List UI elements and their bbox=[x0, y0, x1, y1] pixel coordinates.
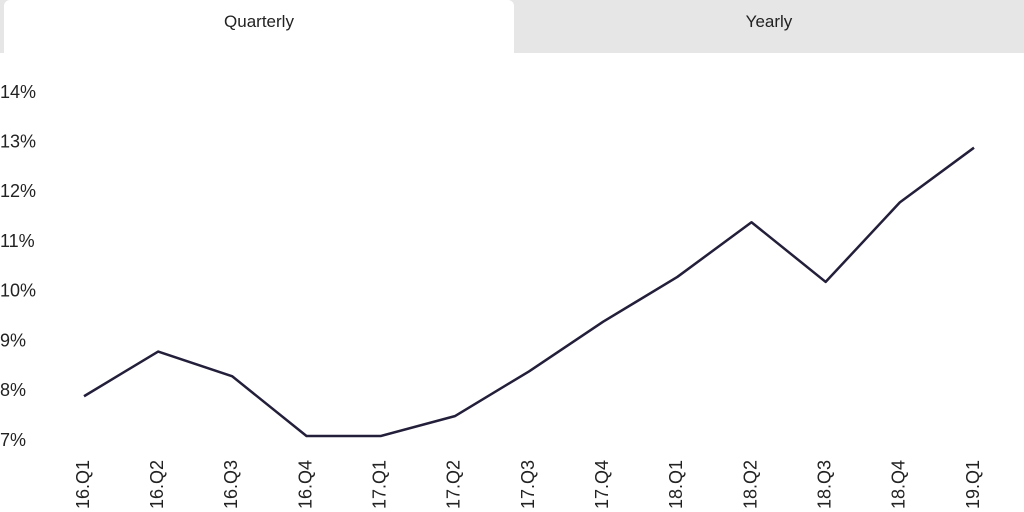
x-tick-label: 17.Q2 bbox=[444, 460, 464, 509]
x-tick-label: 18.Q1 bbox=[666, 460, 686, 509]
x-tick-label: 18.Q2 bbox=[740, 460, 760, 509]
x-tick-label: 17.Q3 bbox=[518, 460, 538, 509]
x-tick-label: 17.Q4 bbox=[592, 460, 612, 509]
y-tick-label: 8% bbox=[0, 380, 26, 400]
y-tick-label: 9% bbox=[0, 330, 26, 350]
x-tick-label: 16.Q3 bbox=[221, 460, 241, 509]
tab[interactable]: Quarterly bbox=[4, 0, 514, 53]
x-tick-label: 16.Q2 bbox=[147, 460, 167, 509]
x-tick-label: 18.Q3 bbox=[814, 460, 834, 509]
x-tick-label: 17.Q1 bbox=[369, 460, 389, 509]
y-tick-label: 12% bbox=[0, 181, 36, 201]
x-tick-label: 18.Q4 bbox=[889, 460, 909, 509]
tab[interactable]: Yearly bbox=[745, 11, 793, 31]
chart: 7% 8% 9% 10% 11% 12% 13% 14% 16.Q1 16.Q2 16.Q3 16.Q… bbox=[0, 82, 983, 509]
y-tick-label: 11% bbox=[0, 231, 35, 251]
tab-bar: Quarterly Yearly bbox=[0, 0, 1024, 53]
y-tick-label: 10% bbox=[0, 281, 36, 301]
y-tick-label: 7% bbox=[0, 430, 26, 450]
y-tick-label: 14% bbox=[0, 82, 36, 102]
x-tick-label: 16.Q4 bbox=[295, 460, 315, 509]
line bbox=[83, 146, 975, 438]
x-tick-label: 16.Q1 bbox=[73, 460, 93, 509]
x-tick-label: 19.Q1 bbox=[963, 460, 983, 509]
y-tick-label: 13% bbox=[0, 131, 36, 151]
